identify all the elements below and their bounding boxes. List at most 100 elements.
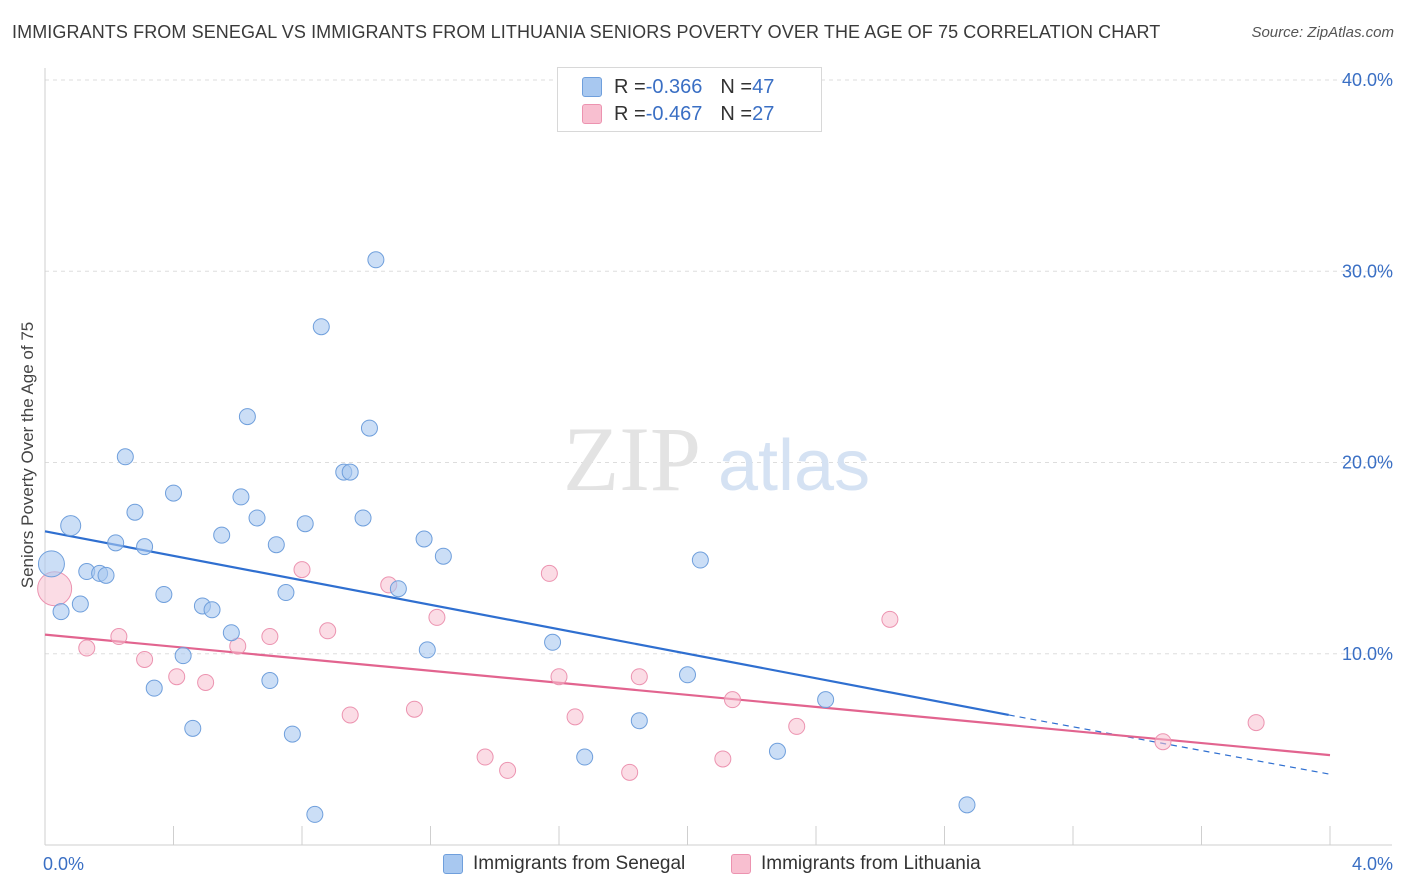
data-point-senegal <box>97 566 115 584</box>
legend-row-lithuania: R = -0.467 N = 27 <box>582 102 774 126</box>
legend-swatch-lithuania <box>582 104 602 124</box>
legend-n-value: 47 <box>752 75 775 98</box>
trend-lines <box>44 530 1331 775</box>
data-point-senegal <box>116 448 134 466</box>
data-point-senegal <box>630 712 648 730</box>
data-point-senegal <box>418 641 436 659</box>
bottom-legend-label-senegal: Immigrants from Senegal <box>473 853 686 874</box>
data-point-lithuania <box>428 608 446 626</box>
y-tick-label: 20.0% <box>1342 453 1393 473</box>
data-point-senegal <box>958 796 976 814</box>
data-point-lithuania <box>550 668 568 686</box>
data-point-senegal <box>296 515 314 533</box>
data-point-senegal <box>277 584 295 602</box>
data-point-lithuania <box>788 717 806 735</box>
data-point-lithuania <box>197 673 215 691</box>
data-point-senegal <box>203 601 221 619</box>
legend-n-label: N = <box>720 75 753 98</box>
legend-r-label: R = <box>614 75 646 98</box>
data-point-senegal <box>155 585 173 603</box>
bottom-legend-senegal: Immigrants from Senegal <box>443 852 685 876</box>
data-point-senegal <box>145 679 163 697</box>
data-point-lithuania <box>630 668 648 686</box>
data-point-lithuania <box>476 748 494 766</box>
chart-title: IMMIGRANTS FROM SENEGAL VS IMMIGRANTS FR… <box>12 22 1161 42</box>
data-point-lithuania <box>405 700 423 718</box>
data-point-senegal <box>768 742 786 760</box>
trend-line-senegal <box>44 530 1009 717</box>
data-point-senegal <box>222 624 240 642</box>
data-point-senegal <box>576 748 594 766</box>
data-point-lithuania <box>168 668 186 686</box>
data-point-lithuania <box>341 706 359 724</box>
data-point-senegal <box>267 536 285 554</box>
x-tick-label: 4.0% <box>1352 854 1393 874</box>
bottom-legend-swatch-senegal <box>443 854 463 874</box>
bottom-legend-lithuania: Immigrants from Lithuania <box>731 852 981 876</box>
data-point-senegal <box>60 515 82 537</box>
data-point-senegal <box>232 488 250 506</box>
source-label: Source: ZipAtlas.com <box>1251 24 1394 41</box>
watermark: ZIP atlas <box>563 408 870 510</box>
data-point-senegal <box>389 580 407 598</box>
data-points <box>37 251 1265 823</box>
y-tick-label: 40.0% <box>1342 70 1393 90</box>
data-point-lithuania <box>110 628 128 646</box>
y-tick-label: 10.0% <box>1342 644 1393 664</box>
data-point-senegal <box>165 484 182 502</box>
data-point-senegal <box>37 550 65 578</box>
data-point-senegal <box>107 534 125 552</box>
data-point-senegal <box>817 691 835 709</box>
legend-r-value: -0.467 <box>645 102 703 125</box>
data-point-senegal <box>415 530 433 548</box>
data-point-senegal <box>238 408 256 426</box>
data-point-lithuania <box>78 639 96 657</box>
legend-n-value: 27 <box>752 102 775 125</box>
data-point-senegal <box>691 551 709 569</box>
data-point-senegal <box>184 719 202 737</box>
data-point-senegal <box>71 595 89 613</box>
data-point-lithuania <box>261 628 279 646</box>
data-point-lithuania <box>293 561 311 579</box>
data-point-senegal <box>360 419 378 437</box>
bottom-legend-swatch-lithuania <box>731 854 751 874</box>
legend-n-label: N = <box>720 102 753 125</box>
data-point-lithuania <box>499 761 517 779</box>
data-point-lithuania <box>881 610 899 628</box>
data-point-senegal <box>367 251 385 269</box>
legend-swatch-senegal <box>582 77 602 97</box>
data-point-senegal <box>312 318 330 336</box>
data-point-lithuania <box>714 750 732 768</box>
data-point-senegal <box>679 666 696 684</box>
data-point-senegal <box>261 672 279 690</box>
data-point-lithuania <box>1247 714 1265 732</box>
axes <box>44 68 1392 846</box>
bottom-legend-label-lithuania: Immigrants from Lithuania <box>761 853 981 874</box>
legend-r-label: R = <box>614 102 646 125</box>
correlation-legend: R = -0.366 N = 47 R = -0.467 N = 27 <box>557 67 822 132</box>
data-point-lithuania <box>1154 733 1172 751</box>
data-point-senegal <box>434 547 452 565</box>
data-point-senegal <box>126 503 144 521</box>
data-point-senegal <box>354 509 372 527</box>
data-point-senegal <box>544 633 562 651</box>
data-point-senegal <box>136 538 154 556</box>
tick-labels: 10.0% 20.0% 30.0% 40.0% 0.0% 4.0% <box>43 70 1393 874</box>
data-point-senegal <box>213 526 231 544</box>
legend-row-senegal: R = -0.366 N = 47 <box>582 75 774 99</box>
y-tick-label: 30.0% <box>1342 261 1393 281</box>
watermark-atlas: atlas <box>718 426 870 506</box>
data-point-lithuania <box>621 763 639 781</box>
watermark-zip: ZIP <box>563 408 701 510</box>
data-point-lithuania <box>136 650 154 668</box>
data-point-lithuania <box>319 622 337 640</box>
data-point-senegal <box>341 463 359 481</box>
data-point-lithuania <box>566 708 584 726</box>
trend-line-lithuania <box>44 633 1331 757</box>
data-point-senegal <box>52 603 70 621</box>
x-tick-label: 0.0% <box>43 854 84 874</box>
legend-r-value: -0.366 <box>645 75 703 98</box>
grid-lines <box>45 79 1392 655</box>
data-point-senegal <box>248 509 266 527</box>
